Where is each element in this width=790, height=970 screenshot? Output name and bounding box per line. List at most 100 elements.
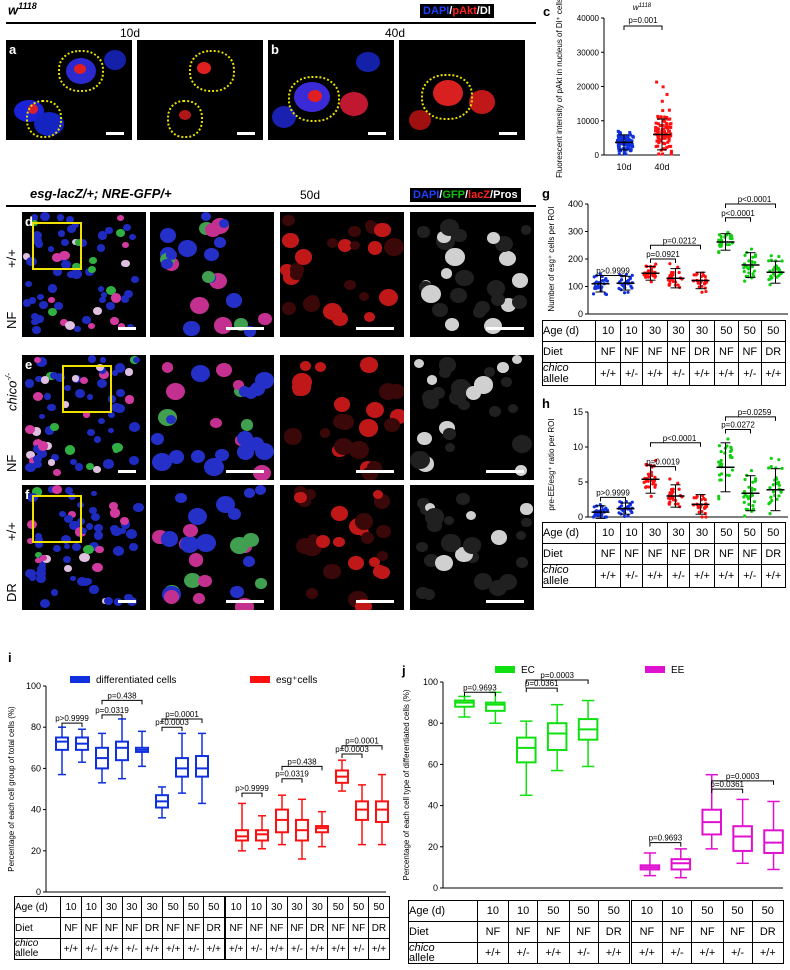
table-cell: 30 <box>306 896 329 918</box>
y-tick-label: 40000 <box>577 14 600 23</box>
table-cell: 30 <box>689 522 715 544</box>
box <box>195 755 209 778</box>
data-point <box>630 286 634 290</box>
data-point <box>769 456 773 460</box>
sig-bracket <box>650 442 701 447</box>
table-cell: +/+ <box>760 564 787 588</box>
data-point <box>727 473 731 477</box>
data-point <box>676 265 680 269</box>
data-point <box>619 149 623 153</box>
data-point <box>670 271 674 276</box>
legend-label: esg⁺cells <box>276 675 317 686</box>
time-label-10d: 10d <box>120 26 141 40</box>
y-tick-label: 15 <box>573 407 583 417</box>
table-cell: 10 <box>476 900 510 922</box>
table-cell: +/- <box>619 564 644 588</box>
sig-bracket <box>281 778 303 783</box>
table-cell: 50 <box>568 900 599 922</box>
sig-label: p<0.0001 <box>663 434 697 443</box>
sig-bracket <box>341 753 363 758</box>
data-point <box>653 483 658 487</box>
table-cell: +/- <box>286 938 308 960</box>
data-point <box>767 259 771 263</box>
chart-h: 0 5 10 15 pre-EE/esg⁺ ratio per ROI p>0.9999 p… <box>547 407 788 522</box>
table-cell: +/+ <box>642 362 668 386</box>
data-point <box>700 284 704 289</box>
data-point <box>700 509 704 514</box>
data-point <box>628 149 632 153</box>
legend-channel-6: Pros <box>493 189 518 201</box>
data-point <box>719 458 723 463</box>
chart-title: w1118 <box>633 3 652 12</box>
data-point <box>702 496 706 501</box>
data-point <box>642 480 646 484</box>
panel-label-c: c <box>543 4 551 19</box>
data-point <box>665 145 669 149</box>
box <box>454 699 475 708</box>
data-point <box>730 468 735 472</box>
box <box>670 858 692 871</box>
data-point <box>742 269 746 274</box>
data-point <box>630 273 634 277</box>
table-cell: +/+ <box>713 564 740 588</box>
data-point <box>622 149 626 153</box>
data-point <box>591 515 596 519</box>
data-point <box>667 283 671 287</box>
data-point <box>665 92 669 96</box>
micrograph-b-pakt <box>399 40 525 140</box>
micrograph-d-2 <box>280 212 404 337</box>
sig-bracket <box>725 217 751 222</box>
legend-channel-3: / <box>476 5 480 17</box>
data-point <box>769 254 773 258</box>
micrograph-f-0: f <box>22 485 146 610</box>
data-point <box>646 479 650 483</box>
y-tick-label: 10000 <box>577 117 600 126</box>
table-row-label: chico allele <box>541 564 597 588</box>
sig-bracket <box>241 792 263 798</box>
table-cell: +/+ <box>100 938 123 960</box>
table-cell: +/- <box>568 942 599 964</box>
table-cell: 30 <box>689 320 715 342</box>
data-point <box>678 505 682 509</box>
data-point <box>593 285 597 289</box>
data-point <box>665 123 669 127</box>
legend-channel-2: GFP <box>442 189 465 201</box>
y-tick-label: 0 <box>595 151 600 160</box>
table-cell: NF <box>59 917 83 939</box>
data-point <box>669 152 673 156</box>
micrograph-a-pakt <box>137 40 263 140</box>
table-cell: NF <box>162 917 185 939</box>
data-point <box>656 116 660 120</box>
data-point <box>647 485 651 489</box>
y-tick-label: 20000 <box>577 83 600 92</box>
table-cell: NF <box>595 543 621 565</box>
data-point <box>668 477 672 481</box>
panel-label-g: g <box>542 186 550 201</box>
sig-label: p=0.9693 <box>463 683 497 692</box>
table-row-label: Age (d) <box>408 900 478 922</box>
micrograph-f-2 <box>280 485 404 610</box>
row-diet: DR <box>4 583 19 602</box>
data-point <box>626 514 630 518</box>
box <box>255 829 269 842</box>
data-point <box>750 493 755 497</box>
micrograph-d-0: d <box>22 212 146 337</box>
table-cell: NF <box>100 917 123 939</box>
micrograph-a-merge <box>6 40 132 140</box>
legend-swatch <box>70 676 90 683</box>
table-cell: +/- <box>722 942 753 964</box>
sig-label: p=0.0259 <box>738 408 772 417</box>
box <box>315 825 329 834</box>
table-row-label: chico allele <box>14 938 61 960</box>
table-g: Age (d) 10 10 30 30 30 50 50 50 Diet NF NF NF NF DR NF N… <box>541 320 787 386</box>
sig-bracket <box>725 203 776 208</box>
panel-label-d: d <box>25 214 33 229</box>
data-point <box>676 502 680 506</box>
table-i: Age (d) 10 10 30 30 30 50 50 50 10 10 30 30 30 50 50 50 D… <box>14 896 391 960</box>
data-point <box>717 233 722 237</box>
table-cell: NF <box>121 917 143 939</box>
box <box>763 829 784 854</box>
table-cell: +/+ <box>595 564 621 588</box>
table-cell: +/+ <box>691 942 724 964</box>
micrograph-b-merge <box>268 40 394 140</box>
